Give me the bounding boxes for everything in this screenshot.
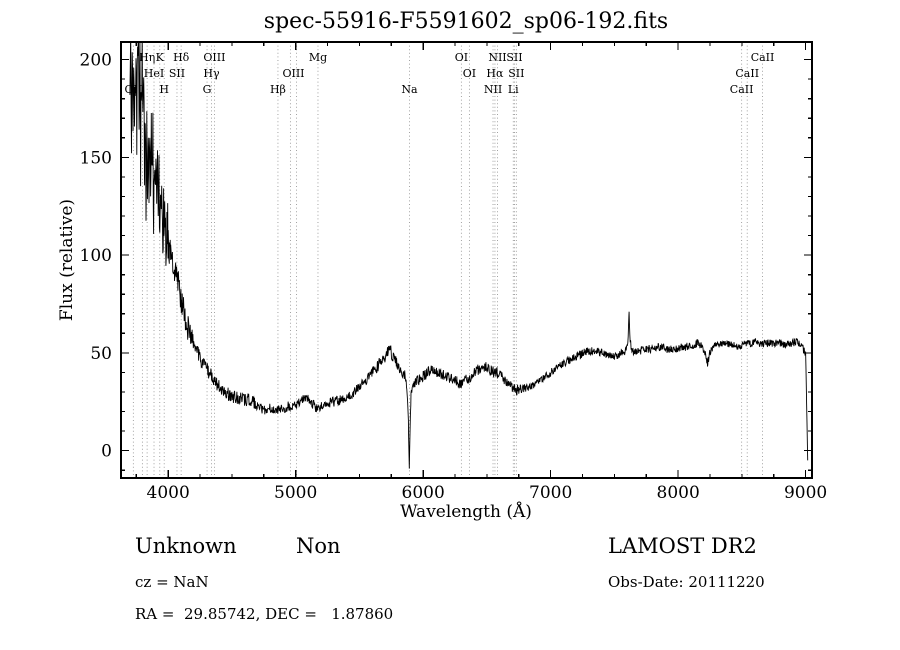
x-axis-label: Wavelength (Å) — [400, 501, 532, 522]
spectral-line-label: NII — [488, 51, 506, 64]
spectral-line-label: Li — [508, 83, 519, 96]
x-tick-label: 7000 — [529, 483, 572, 503]
spectral-line-label: Hγ — [203, 67, 220, 80]
survey-label: LAMOST DR2 — [608, 534, 757, 558]
spectral-line-label: OI — [455, 51, 468, 64]
spectral-line-label: SII — [506, 51, 522, 64]
x-tick-label: 8000 — [657, 483, 700, 503]
subclass-label: Non — [296, 534, 341, 558]
spectral-line-label: Hα — [486, 67, 504, 80]
x-tick-label: 4000 — [147, 483, 190, 503]
spectral-line-label: CaII — [751, 51, 775, 64]
y-tick-label: 200 — [80, 51, 112, 71]
spectral-line-label: OIII — [203, 51, 225, 64]
spectral-line-label: NII — [484, 83, 502, 96]
plot-title: spec-55916-F5591602_sp06-192.fits — [264, 9, 668, 34]
spectral-line-label: G — [203, 83, 212, 96]
spectral-line-label: SII — [169, 67, 185, 80]
y-tick-label: 150 — [80, 148, 112, 168]
spectral-line-label: Na — [401, 83, 418, 96]
spectral-line-label: Hβ — [270, 83, 286, 96]
spectral-line-label: Hη — [139, 51, 155, 64]
spectral-line-label: Hδ — [173, 51, 190, 64]
spectral-line-label: SII — [508, 67, 524, 80]
y-tick-label: 100 — [80, 246, 112, 266]
spectral-line-label: H — [159, 83, 169, 96]
cz-value: cz = NaN — [135, 573, 209, 591]
plot-frame — [120, 41, 813, 479]
obs-date: Obs-Date: 20111220 — [608, 573, 765, 591]
class-label: Unknown — [135, 534, 237, 558]
ra-dec-value: RA = 29.85742, DEC = 1.87860 — [135, 605, 393, 623]
spectral-line-label: OIII — [282, 67, 304, 80]
x-tick-label: 9000 — [784, 483, 827, 503]
spectral-line-label: CaII — [730, 83, 754, 96]
x-tick-label: 6000 — [402, 483, 445, 503]
y-tick-label: 50 — [90, 344, 112, 364]
spectral-line-label: HeI — [144, 67, 164, 80]
x-tick-label: 5000 — [274, 483, 317, 503]
spectral-line-label: Mg — [309, 51, 327, 64]
y-tick-label: 0 — [101, 442, 112, 462]
spectral-line-label: CaII — [735, 67, 759, 80]
spectrum-trace — [129, 42, 809, 469]
spectral-line-label: K — [156, 51, 165, 64]
y-axis-label: Flux (relative) — [57, 199, 77, 321]
spectral-line-label: OI — [463, 67, 476, 80]
